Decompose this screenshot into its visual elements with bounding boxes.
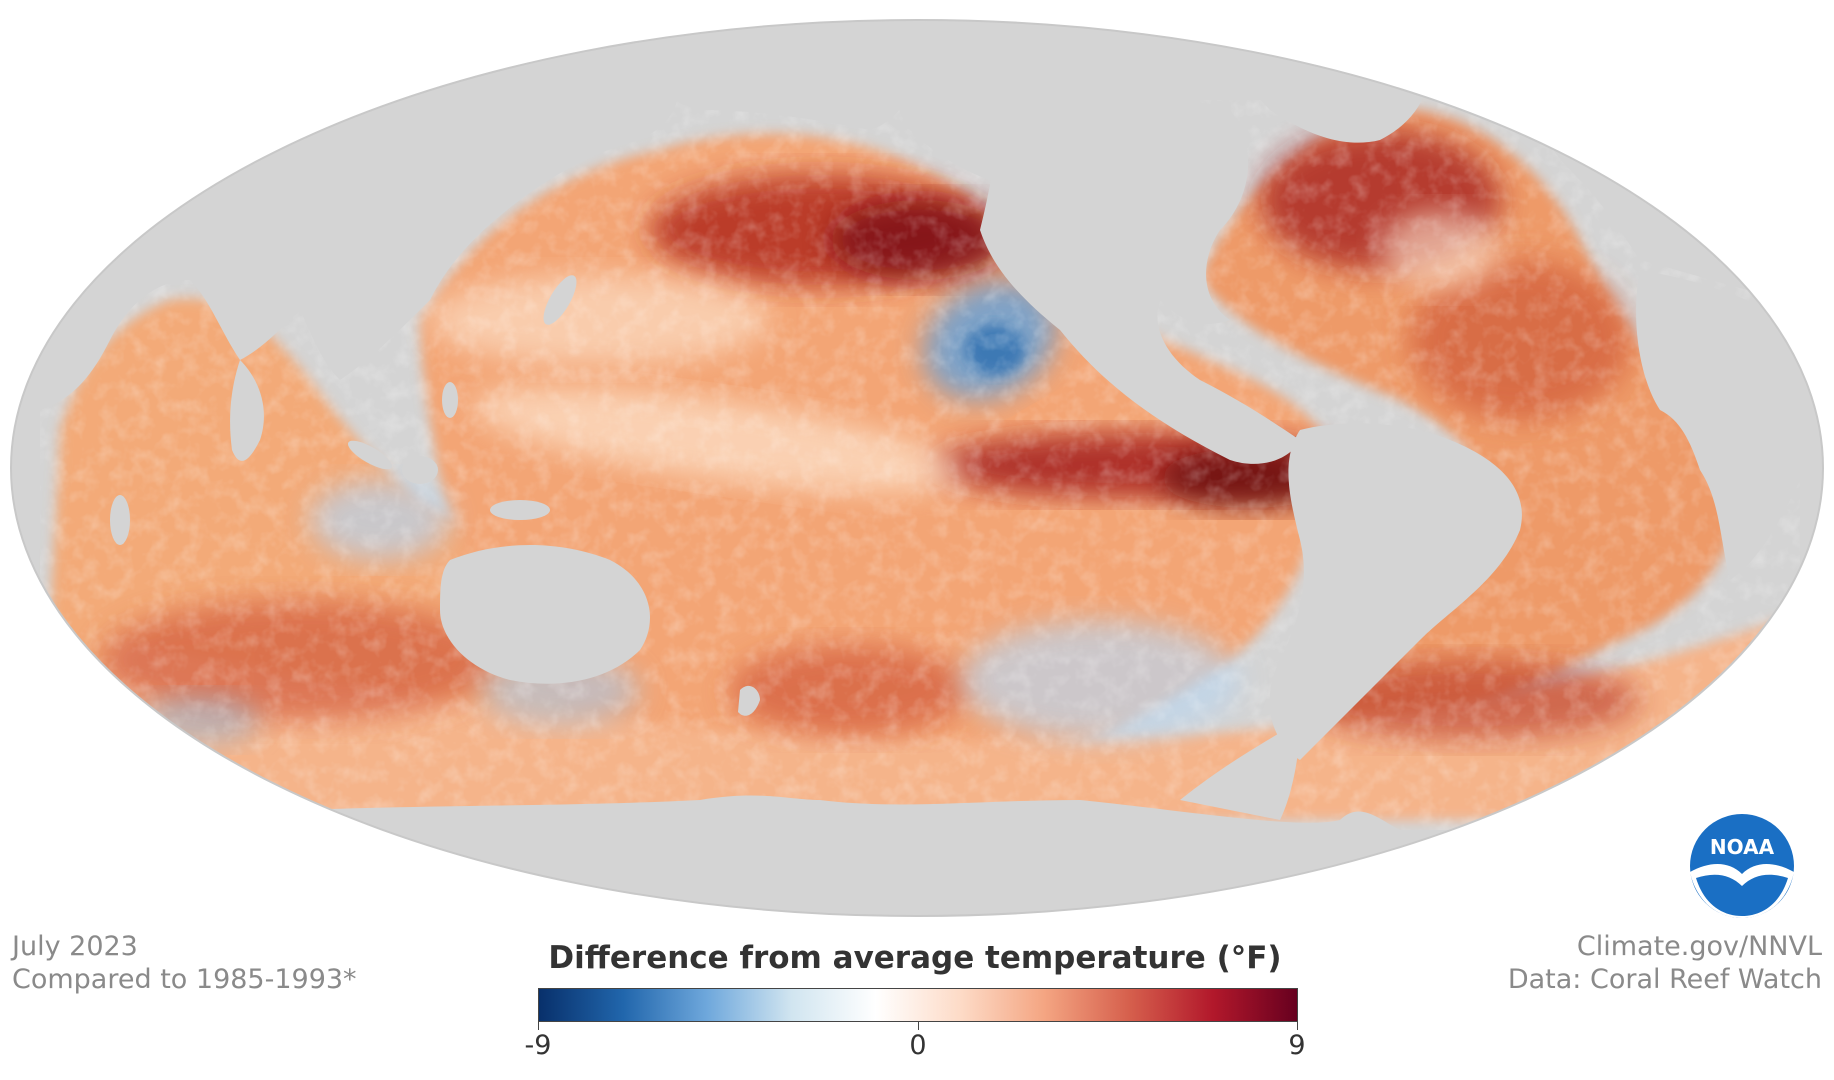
legend-mid-label: 0 [909,1030,927,1061]
ocean-layer [11,33,1823,916]
alaska [894,60,1040,180]
baseline-label: Compared to 1985-1993* [12,964,357,995]
map-notes-right: Climate.gov/NNVL Data: Coral Reef Watch [1508,930,1822,996]
new-zealand [738,685,760,716]
color-legend: Difference from average temperature (°F)… [525,940,1306,1070]
noaa-logo-text: NOAA [1710,835,1775,859]
globe-border [10,19,1824,917]
japan [543,275,577,325]
legend-tick-mid [918,1022,919,1030]
map-notes-left: July 2023 Compared to 1985-1993* [12,930,357,996]
new-guinea [490,500,550,520]
africa [1636,270,1815,580]
philippines [442,382,458,418]
india [230,360,264,461]
noaa-logo: NOAA [1690,814,1794,918]
legend-title: Difference from average temperature (°F) [548,940,1282,976]
data-source: Data: Coral Reef Watch [1507,964,1822,995]
legend-color-bar [538,988,1298,1022]
madagascar [110,495,130,545]
borneo [402,456,438,484]
legend-max-label: 9 [1288,1030,1306,1061]
date-label: July 2023 [12,931,138,962]
south-america [1269,423,1522,760]
antarctica-peninsula [1180,720,1300,820]
legend-tick-max [1297,1022,1298,1030]
north-america [980,80,1300,464]
site-credit: Climate.gov/NNVL [1576,931,1822,962]
siberia [640,36,909,130]
legend-min-label: -9 [524,1030,552,1061]
legend-tick-min [538,1022,539,1030]
australia [440,545,650,684]
sumatra [347,440,393,470]
